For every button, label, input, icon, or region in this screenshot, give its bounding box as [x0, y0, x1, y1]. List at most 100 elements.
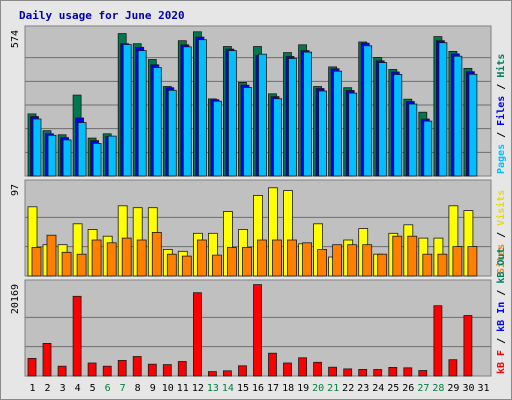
day-label: 12 [192, 383, 204, 394]
series-legend: Sites / Visits [495, 190, 507, 274]
bar-sites-day-1 [31, 247, 42, 277]
bar-pages-day-19 [303, 51, 313, 177]
legend-part: kB In [496, 302, 507, 332]
day-label: 25 [387, 383, 399, 394]
day-label: 17 [267, 383, 279, 394]
legend-part: Visits [495, 190, 507, 226]
legend-part: / [496, 126, 507, 144]
day-label: 1 [29, 383, 35, 394]
bar-sites-day-24 [377, 253, 388, 277]
day-label: 5 [90, 383, 96, 394]
bar-kbytes-day-19 [298, 357, 308, 377]
series-legend: Pages / Files / Hits [495, 54, 507, 174]
bar-sites-day-17 [272, 239, 282, 277]
day-label: 13 [207, 383, 219, 394]
legend-part: Files [495, 96, 507, 126]
bar-sites-day-27 [422, 253, 433, 277]
bar-sites-day-8 [136, 239, 147, 277]
bar-kbytes-day-17 [268, 352, 277, 377]
bar-sites-day-15 [242, 247, 252, 277]
bar-kbytes-day-27 [418, 370, 428, 377]
bar-kbytes-day-30 [463, 315, 473, 377]
series-legend: kB F / kB In / kB Out [496, 248, 507, 374]
bar-sites-day-13 [211, 254, 222, 277]
panel-kbytes: 20169 kB F / kB In / kB Out [10, 248, 507, 377]
legend-part: / [496, 332, 507, 350]
bar-sites-day-19 [302, 242, 313, 277]
bar-kbytes-day-18 [283, 362, 292, 377]
bar-sites-day-5 [91, 239, 102, 277]
bar-kbytes-day-1 [27, 357, 37, 377]
legend-part: / [496, 226, 507, 244]
bar-kbytes-day-28 [433, 305, 443, 377]
bar-pages-day-30 [468, 73, 478, 177]
bar-pages-day-17 [273, 98, 282, 177]
day-label: 10 [162, 383, 174, 394]
bar-sites-day-20 [317, 248, 328, 277]
bar-pages-day-16 [258, 53, 267, 177]
legend-part: Sites [495, 244, 507, 274]
day-label: 22 [342, 383, 354, 394]
bar-pages-day-20 [318, 90, 328, 177]
bar-kbytes-day-5 [87, 362, 97, 377]
day-label: 28 [432, 383, 444, 394]
bar-kbytes-day-29 [448, 359, 458, 377]
legend-part: / [496, 284, 507, 302]
day-label: 11 [177, 383, 189, 394]
bar-kbytes-day-13 [207, 371, 217, 377]
bar-kbytes-day-25 [388, 366, 398, 377]
bar-kbytes-day-2 [42, 342, 52, 377]
bar-sites-day-14 [226, 247, 237, 277]
bar-pages-day-22 [348, 92, 358, 177]
legend-part: kB Out [496, 248, 507, 284]
bar-pages-day-15 [243, 87, 252, 177]
day-label: 21 [327, 383, 339, 394]
day-label: 15 [237, 383, 249, 394]
day-label: 4 [75, 383, 81, 394]
bar-kbytes-day-6 [102, 365, 112, 377]
day-label: 2 [44, 383, 50, 394]
bar-pages-day-3 [62, 139, 72, 177]
legend-part: / [496, 78, 507, 96]
bar-pages-day-23 [363, 45, 373, 177]
day-label: 23 [357, 383, 369, 394]
bar-sites-day-30 [467, 246, 478, 277]
bar-sites-day-26 [407, 235, 418, 277]
bar-pages-day-13 [212, 100, 222, 177]
bar-pages-day-25 [393, 74, 403, 177]
bar-pages-day-1 [32, 118, 42, 177]
bar-sites-day-6 [106, 242, 117, 277]
bar-kbytes-day-3 [57, 365, 67, 377]
bar-pages-day-5 [92, 142, 102, 177]
bar-kbytes-day-23 [358, 368, 368, 377]
day-label: 29 [447, 383, 459, 394]
day-label: 31 [477, 383, 489, 394]
day-label: 8 [135, 383, 141, 394]
bar-sites-day-10 [166, 253, 177, 277]
y-max-label: 97 [10, 184, 21, 196]
bar-sites-day-23 [362, 244, 373, 277]
bar-kbytes-day-4 [72, 295, 82, 377]
bar-sites-day-12 [196, 239, 207, 277]
bar-kbytes-day-12 [192, 292, 202, 377]
chart-title: Daily usage for June 2020 [19, 9, 185, 22]
bar-kbytes-day-16 [253, 284, 262, 377]
bar-pages-day-10 [167, 89, 177, 177]
bar-pages-day-29 [453, 55, 463, 177]
day-label: 20 [312, 383, 324, 394]
bar-pages-day-8 [137, 50, 147, 177]
bar-kbytes-day-21 [328, 366, 338, 377]
bar-pages-day-24 [378, 62, 388, 177]
bar-pages-day-6 [107, 135, 117, 177]
bar-pages-day-21 [333, 70, 343, 177]
day-label: 16 [252, 383, 264, 394]
bar-kbytes-day-9 [147, 363, 157, 377]
bar-pages-day-4 [77, 122, 87, 177]
bar-pages-day-2 [47, 134, 57, 177]
day-label: 26 [402, 383, 414, 394]
bar-kbytes-day-15 [238, 365, 247, 377]
bar-sites-day-29 [452, 246, 463, 277]
day-label: 27 [417, 383, 429, 394]
bar-sites-day-25 [392, 235, 403, 277]
